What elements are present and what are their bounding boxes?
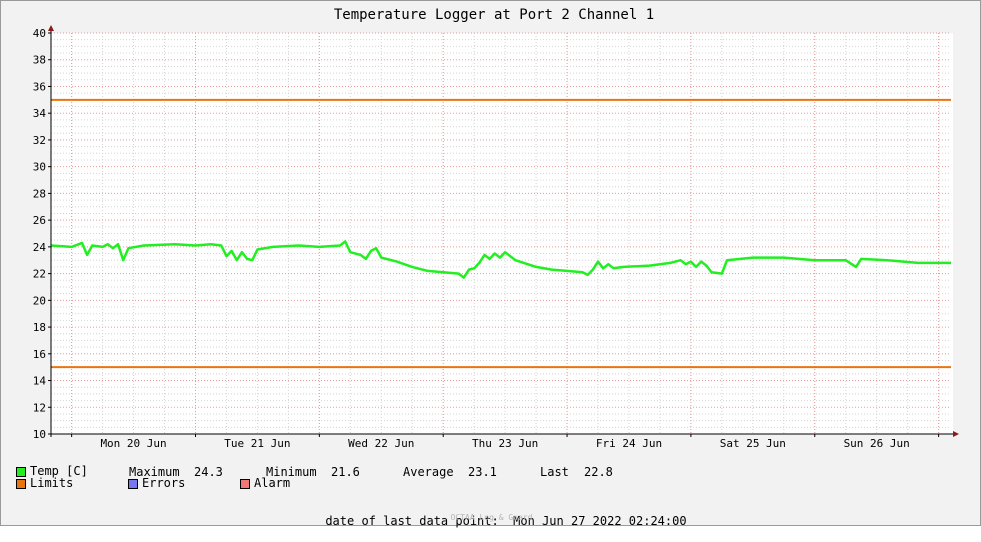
axis-layer: [48, 25, 959, 437]
y-tick-label: 14: [33, 375, 47, 388]
watermark: OCTAA Log & Guard: [450, 513, 533, 522]
average-label: Average: [403, 465, 454, 479]
chart-frame: Temperature Logger at Port 2 Channel 1 1…: [0, 0, 981, 529]
x-tick-label: Fri 24 Jun: [596, 437, 662, 450]
legend-errors: Errors: [128, 477, 185, 529]
y-tick-label: 28: [33, 187, 46, 200]
x-tick-label: Sat 25 Jun: [720, 437, 786, 450]
legend-alarm-label: Alarm: [254, 476, 291, 490]
chart-title: Temperature Logger at Port 2 Channel 1: [334, 7, 654, 23]
y-tick-label: 34: [33, 107, 47, 120]
chart-svg: Temperature Logger at Port 2 Channel 1 1…: [33, 7, 959, 450]
average-value: 23.1: [468, 465, 497, 479]
x-axis-arrow: [953, 431, 959, 437]
last-point-label: date of last data point:: [325, 514, 499, 528]
temp-swatch: [16, 467, 26, 477]
errors-swatch: [128, 479, 138, 489]
limits-swatch: [16, 479, 26, 489]
legend-temp-label: Temp [C]: [30, 464, 88, 478]
y-tick-label: 16: [33, 348, 46, 361]
maximum-label: Maximum: [129, 465, 180, 479]
last-point-value: Mon Jun 27 2022 02:24:00: [513, 514, 687, 528]
y-tick-labels: 10 12 14 16 18 20 22 24 26 28 30 32 34 36 38 40: [33, 27, 47, 441]
y-tick-label: 36: [33, 80, 46, 93]
legend-errors-label: Errors: [142, 476, 186, 490]
x-tick-label: Mon 20 Jun: [100, 437, 166, 450]
y-tick-label: 26: [33, 214, 46, 227]
alarm-swatch: [240, 479, 250, 489]
temp-series-line: [50, 240, 951, 279]
y-tick-label: 32: [33, 134, 46, 147]
series-layer: [50, 240, 951, 279]
y-tick-label: 30: [33, 161, 46, 174]
legend-limits-label: Limits: [30, 476, 74, 490]
limits-layer: [51, 98, 951, 369]
legend-temp: Temp [C]: [16, 465, 88, 517]
y-axis-arrow: [48, 25, 54, 31]
legend-limits: Limits: [16, 477, 73, 529]
y-tick-label: 20: [33, 294, 46, 307]
x-tick-label: Wed 22 Jun: [348, 437, 414, 450]
y-tick-label: 22: [33, 268, 46, 281]
y-tick-label: 24: [33, 241, 47, 254]
minimum-value: 21.6: [331, 465, 360, 479]
maximum-value: 24.3: [194, 465, 223, 479]
y-tick-label: 18: [33, 321, 46, 334]
x-tick-label: Sun 26 Jun: [844, 437, 910, 450]
last-value: 22.8: [584, 465, 613, 479]
last-label: Last: [540, 465, 569, 479]
last-data-point: date of last data point: Mon Jun 27 2022…: [1, 500, 981, 542]
x-tick-label: Tue 21 Jun: [224, 437, 290, 450]
grid-layer: [51, 32, 951, 435]
y-tick-label: 10: [33, 428, 46, 441]
y-tick-label: 40: [33, 27, 46, 40]
x-tick-labels: Mon 20 Jun Tue 21 Jun Wed 22 Jun Thu 23 Jun…: [100, 437, 909, 450]
legend-alarm: Alarm: [240, 477, 290, 529]
y-tick-label: 38: [33, 54, 46, 67]
minimum-label: Minimum: [266, 465, 317, 479]
x-tick-label: Thu 23 Jun: [472, 437, 538, 450]
y-tick-label: 12: [33, 401, 46, 414]
